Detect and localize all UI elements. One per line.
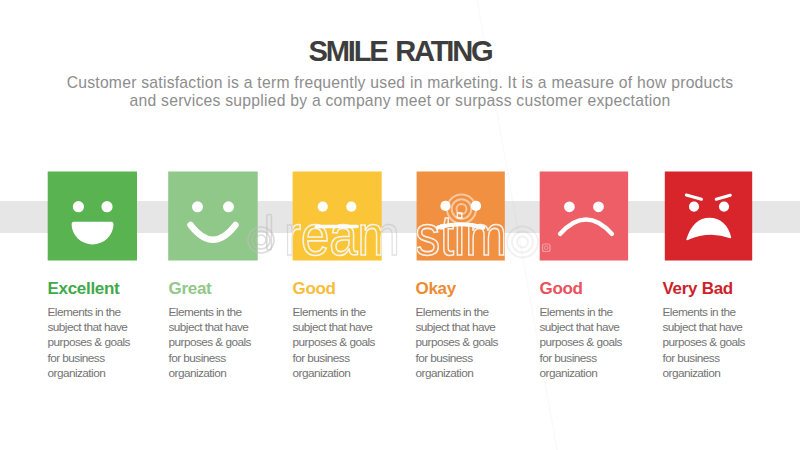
svg-text:stim: stim bbox=[415, 203, 507, 267]
